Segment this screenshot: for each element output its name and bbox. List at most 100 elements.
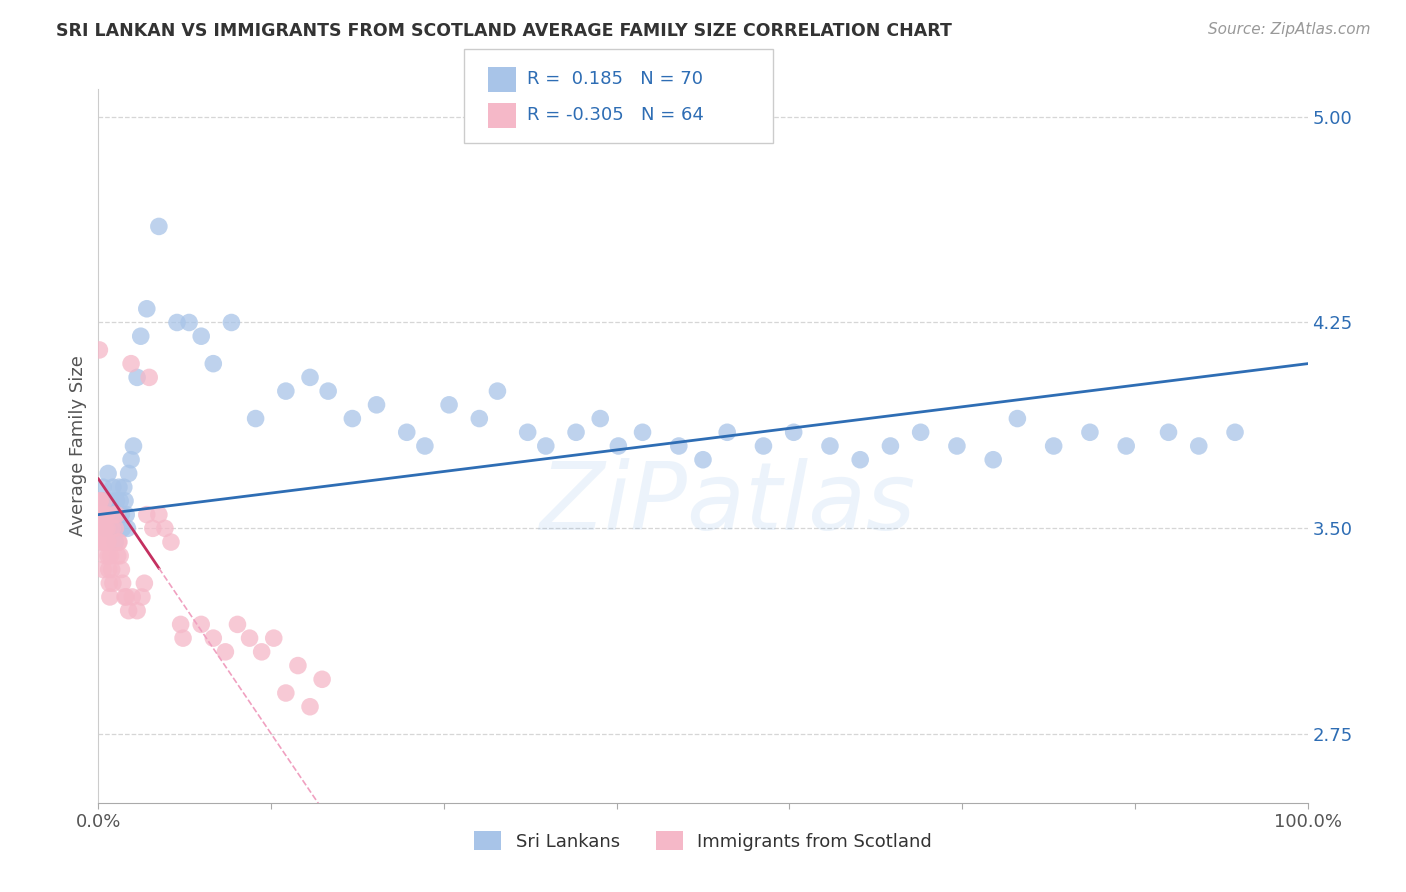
Point [148, 219, 170, 234]
Point [468, 411, 491, 425]
Point [96, 535, 118, 549]
Point [115, 590, 138, 604]
Point [1007, 411, 1029, 425]
Point [115, 508, 138, 522]
Point [108, 480, 131, 494]
Point [135, 508, 157, 522]
Point [89, 508, 111, 522]
Text: Source: ZipAtlas.com: Source: ZipAtlas.com [1208, 22, 1371, 37]
Point [153, 521, 176, 535]
Point [1188, 439, 1211, 453]
Point [104, 521, 127, 535]
Point [1078, 425, 1101, 440]
Point [127, 604, 149, 618]
Point [111, 576, 134, 591]
Point [100, 494, 122, 508]
Point [299, 699, 322, 714]
Point [1042, 439, 1064, 453]
Point [1115, 439, 1137, 453]
Point [287, 658, 309, 673]
Point [118, 604, 141, 618]
Point [90, 535, 112, 549]
Point [589, 411, 612, 425]
Point [94, 521, 117, 535]
Point [565, 425, 588, 440]
Point [221, 316, 243, 330]
Point [239, 631, 262, 645]
Point [98, 576, 121, 591]
Point [981, 452, 1004, 467]
Point [342, 411, 364, 425]
Point [91, 480, 114, 494]
Point [127, 370, 149, 384]
Point [516, 425, 538, 440]
Point [97, 562, 120, 576]
Text: R = -0.305   N = 64: R = -0.305 N = 64 [527, 106, 704, 124]
Point [395, 425, 418, 440]
Point [90, 508, 112, 522]
Point [105, 494, 128, 508]
Point [101, 480, 124, 494]
Point [94, 521, 117, 535]
Point [122, 439, 145, 453]
Point [104, 535, 127, 549]
Point [114, 494, 136, 508]
Point [96, 494, 118, 508]
Point [114, 590, 136, 604]
Point [97, 549, 120, 563]
Point [89, 494, 111, 508]
Point [692, 452, 714, 467]
Point [169, 617, 191, 632]
Point [179, 316, 201, 330]
Point [90, 521, 112, 535]
Point [1223, 425, 1246, 440]
Point [107, 508, 129, 522]
Point [631, 425, 654, 440]
Point [91, 508, 114, 522]
Point [93, 494, 115, 508]
Text: R =  0.185   N = 70: R = 0.185 N = 70 [527, 70, 703, 88]
Point [946, 439, 969, 453]
Point [413, 439, 436, 453]
Point [103, 508, 125, 522]
Point [93, 508, 115, 522]
Point [90, 508, 112, 522]
Point [166, 316, 188, 330]
Point [91, 562, 114, 576]
Point [226, 617, 249, 632]
Text: ZiPatlas: ZiPatlas [538, 458, 915, 549]
Y-axis label: Average Family Size: Average Family Size [69, 356, 87, 536]
Point [129, 329, 152, 343]
Point [607, 439, 630, 453]
Point [89, 343, 111, 357]
Point [716, 425, 738, 440]
Point [101, 521, 124, 535]
Point [100, 562, 122, 576]
Point [311, 673, 333, 687]
Point [135, 301, 157, 316]
Point [879, 439, 901, 453]
Point [783, 425, 806, 440]
Point [101, 576, 124, 591]
Point [366, 398, 388, 412]
Point [108, 535, 131, 549]
Point [107, 535, 129, 549]
Point [245, 411, 267, 425]
Point [100, 549, 122, 563]
Point [534, 439, 557, 453]
Point [108, 549, 131, 563]
Point [110, 562, 132, 576]
Point [263, 631, 285, 645]
Point [97, 535, 120, 549]
Point [121, 590, 143, 604]
Point [97, 467, 120, 481]
Point [437, 398, 460, 412]
Point [111, 521, 134, 535]
Point [818, 439, 841, 453]
Point [98, 590, 121, 604]
Point [142, 521, 165, 535]
Point [96, 508, 118, 522]
Point [96, 521, 118, 535]
Point [108, 494, 131, 508]
Point [98, 521, 121, 535]
